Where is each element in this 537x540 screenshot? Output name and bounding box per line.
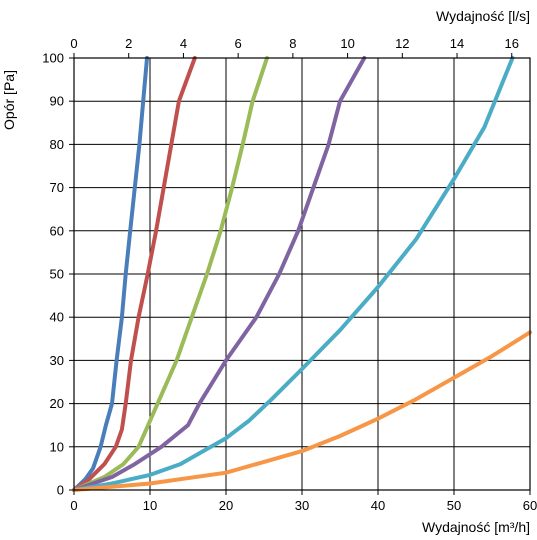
y-axis-tick-label: 60 xyxy=(50,223,64,238)
y-axis-tick-label: 90 xyxy=(50,94,64,109)
bottom-axis-title: Wydajność [m³/h] xyxy=(422,519,530,535)
bottom-axis-tick-label: 40 xyxy=(371,498,385,513)
top-axis-tick-label: 12 xyxy=(395,36,409,51)
top-axis-tick-label: 14 xyxy=(450,36,464,51)
series-line-1 xyxy=(72,56,149,492)
y-axis-tick-label: 80 xyxy=(50,137,64,152)
top-axis-tick-label: 6 xyxy=(235,36,242,51)
y-axis-tick-label: 40 xyxy=(50,310,64,325)
series-lines xyxy=(72,56,532,492)
y-axis-title: Opór [Pa] xyxy=(1,70,17,130)
bottom-axis-tick-label: 50 xyxy=(447,498,461,513)
bottom-axis-tick-label: 10 xyxy=(143,498,157,513)
plot-area-frame xyxy=(73,57,531,491)
top-axis-tick-label: 4 xyxy=(180,36,187,51)
bottom-axis-tick-label: 20 xyxy=(219,498,233,513)
series-line-4 xyxy=(72,56,367,492)
series-line-3 xyxy=(72,56,269,492)
bottom-axis-tick-label: 30 xyxy=(295,498,309,513)
y-axis-tick-label: 10 xyxy=(50,439,64,454)
top-axis-tick-label: 8 xyxy=(289,36,296,51)
top-axis-title: Wydajność [l/s] xyxy=(436,8,530,24)
top-axis-tick-label: 0 xyxy=(70,36,77,51)
y-axis-tick-label: 70 xyxy=(50,180,64,195)
top-axis-tick-label: 10 xyxy=(340,36,354,51)
series-line-6 xyxy=(72,330,532,492)
axes: 0 10 20 30 40 50 60 0 10 20 30 40 50 60 70 80 90 100 0 2 4 6 8… xyxy=(42,36,537,513)
bottom-axis-tick-label: 0 xyxy=(70,498,77,513)
y-axis-tick-label: 50 xyxy=(50,267,64,282)
series-line-2 xyxy=(72,56,197,492)
y-axis-tick-label: 30 xyxy=(50,353,64,368)
y-axis-tick-label: 20 xyxy=(50,396,64,411)
series-line-5 xyxy=(72,56,515,492)
y-axis-tick-label: 100 xyxy=(42,51,64,66)
y-axis-tick-label: 0 xyxy=(57,483,64,498)
bottom-axis-tick-label: 60 xyxy=(523,498,537,513)
top-axis-tick-label: 16 xyxy=(505,36,519,51)
top-axis-tick-label: 2 xyxy=(125,36,132,51)
